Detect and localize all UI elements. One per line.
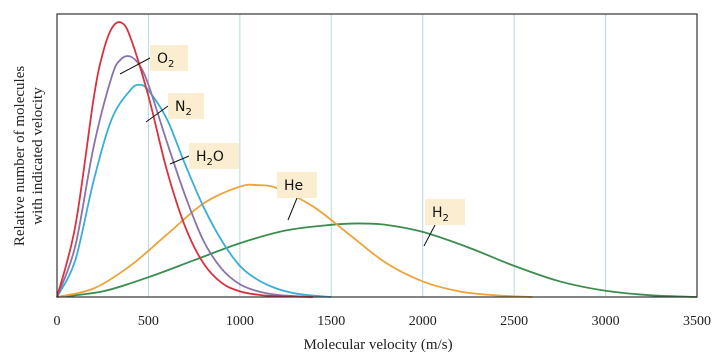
series-label: N2 [145,93,204,123]
x-axis-title: Molecular velocity (m/s) [303,337,452,353]
x-tick-label: 0 [54,314,61,329]
y-axis-title-line2: with indicated velocity [30,87,46,225]
series-name: He [284,178,303,194]
label-box [189,143,239,169]
series-line [56,222,698,298]
label-box [168,93,204,119]
x-tick-label: 2000 [409,314,437,329]
series-name: H [432,205,443,221]
label-box [425,199,465,225]
x-tick-label: 3500 [683,314,711,329]
x-tick-label: 2500 [500,314,528,329]
x-tick-label: 1000 [226,314,254,329]
x-tick-label: 3000 [592,314,620,329]
series-subscript: 2 [185,107,191,118]
series-line [56,83,332,298]
leader-line [423,224,436,247]
leader-line [287,197,298,221]
series-label-text: N2 [175,99,192,118]
series-curves [56,21,698,298]
series-name: O [157,51,168,67]
series-label: H2O [169,143,239,169]
series-label-text: H2O [196,149,224,168]
series-line [56,183,533,298]
series-name: H [196,149,207,165]
series-suffix: O [213,149,224,165]
series-subscript: 2 [443,213,449,224]
series-line [56,55,314,298]
series-subscript: 2 [207,157,213,168]
x-tick-label: 1500 [317,314,345,329]
x-tick-label: 500 [138,314,159,329]
series-name: N [175,99,185,115]
series-line [56,21,314,298]
series-label-text: O2 [157,51,174,70]
series-label-text: He [284,178,303,194]
leader-line [145,105,169,123]
x-axis-ticks: 0 500 1000 1500 2000 2500 3000 3500 [54,314,712,329]
series-label: He [277,172,317,221]
label-box [150,45,188,71]
leader-line [169,155,190,165]
y-axis-title: Relative number of molecules with indica… [12,66,46,247]
series-label: H2 [423,199,465,247]
series-subscript: 2 [168,59,174,70]
series-label-text: H2 [432,205,449,224]
label-box [277,172,317,198]
plot-frame [56,13,698,298]
leader-line [119,57,151,75]
series-label: O2 [119,45,188,75]
y-axis-title-line1: Relative number of molecules [12,66,28,247]
